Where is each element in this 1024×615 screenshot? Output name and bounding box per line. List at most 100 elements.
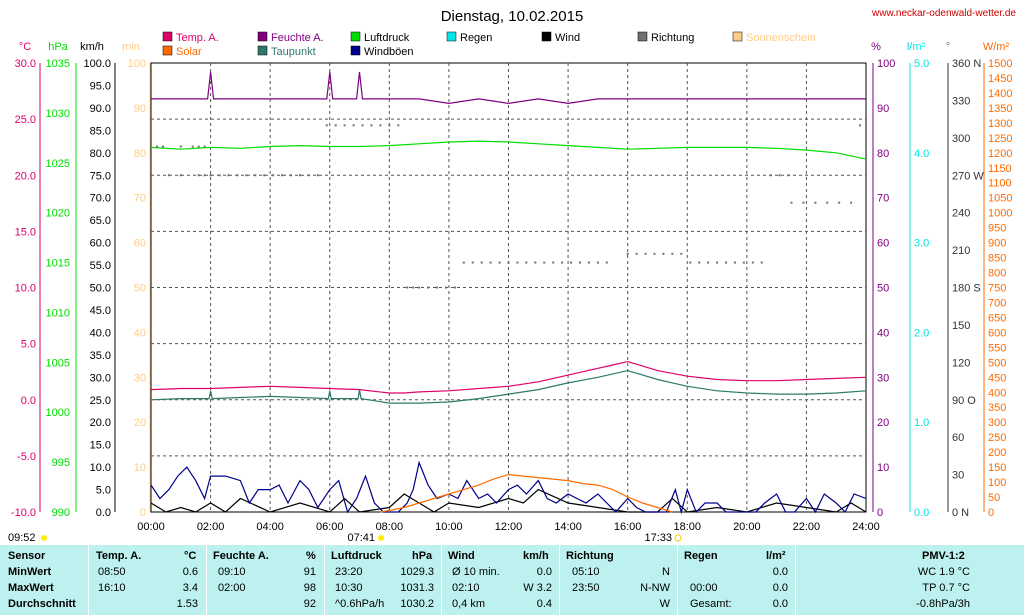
- series-line-luftdruck: [150, 140, 867, 160]
- legend-label-taupunkt: Taupunkt: [271, 46, 316, 58]
- sun-left-time: 09:52: [8, 532, 36, 544]
- y-tick-humidity: 10: [877, 462, 889, 474]
- y-tick-sun: 80: [134, 148, 146, 160]
- y-tick-humidity: 80: [877, 148, 889, 160]
- legend-label-regen: Regen: [460, 32, 492, 44]
- unit-sun: min: [122, 41, 140, 53]
- y-tick-solar: 1500: [988, 58, 1012, 70]
- y-tick-rain: 5.0: [914, 58, 929, 70]
- richtung-point: [534, 261, 537, 264]
- series-line-feuchte: [151, 71, 866, 105]
- y-tick-wind: 90.0: [90, 103, 111, 115]
- site-url[interactable]: www.neckar-odenwald-wetter.de: [871, 8, 1016, 19]
- richtung-point: [498, 261, 501, 264]
- y-tick-wind: 85.0: [90, 125, 111, 137]
- axes: 00:00 02:00 04:00 06:00 08:00 10:00 12:00 14:00…: [11, 58, 1013, 533]
- y-tick-sun: 40: [134, 327, 146, 339]
- stat-wind_time: 0,4 km: [452, 598, 486, 610]
- stat-temp_time: 08:50: [98, 566, 126, 578]
- richtung-point: [471, 261, 474, 264]
- richtung-point: [778, 174, 781, 177]
- sun-events: 09:52 07:41 17:33: [8, 532, 682, 544]
- stat-temp_time: 16:10: [98, 582, 126, 594]
- richtung-point: [406, 286, 409, 289]
- richtung-point: [716, 261, 719, 264]
- series-line-taupunkt: [150, 369, 867, 404]
- y-tick-wind: 25.0: [90, 395, 111, 407]
- header-temp: Temp. A.: [96, 550, 142, 562]
- richtung-point: [427, 286, 430, 289]
- unit-direction: °: [946, 41, 950, 53]
- stat-regen_val: 0.0: [772, 582, 788, 594]
- stat-feuchte_time: 02:00: [218, 582, 246, 594]
- sunset-time: 17:33: [644, 532, 672, 544]
- stat-druck_time: 10:30: [335, 582, 363, 594]
- y-tick-wind: 40.0: [90, 327, 111, 339]
- header-sensor: Sensor: [8, 550, 46, 562]
- x-tick-label: 10:00: [435, 521, 463, 533]
- stat-pmv: TP 0.7 °C: [922, 582, 970, 594]
- stats-table: Sensor Temp. A. °C Feuchte A. % Luftdruc…: [0, 545, 1024, 615]
- y-tick-solar: 1200: [988, 148, 1012, 160]
- y-tick-solar: 300: [988, 417, 1006, 429]
- richtung-point: [379, 124, 382, 127]
- unit-wind: km/h: [80, 41, 104, 53]
- y-tick-temp: -5.0: [17, 451, 36, 463]
- header-regen-unit: l/m²: [766, 550, 786, 562]
- y-tick-humidity: 70: [877, 193, 889, 205]
- richtung-point: [742, 261, 745, 264]
- stat-wind_val: 0.4: [536, 598, 552, 610]
- richtung-point: [236, 174, 239, 177]
- legend-label-richtung: Richtung: [651, 32, 694, 44]
- richtung-point: [769, 174, 772, 177]
- legend-label-wind: Wind: [555, 32, 580, 44]
- stat-feuchte_val: 92: [303, 598, 316, 610]
- x-tick-label: 22:00: [793, 521, 821, 533]
- richtung-point: [859, 124, 862, 127]
- legend-swatch-regen: [446, 31, 457, 42]
- sunrise-time: 07:41: [347, 532, 375, 544]
- richtung-point: [698, 261, 701, 264]
- y-tick-sun: 90: [134, 103, 146, 115]
- richtung-point: [826, 201, 829, 204]
- richtung-point: [814, 201, 817, 204]
- y-tick-solar: 0: [988, 507, 994, 519]
- y-tick-solar: 100: [988, 477, 1006, 489]
- header-luftdruck: Luftdruck: [331, 550, 382, 562]
- y-tick-pressure: 1005: [46, 357, 70, 369]
- header-luftdruck-unit: hPa: [412, 550, 433, 562]
- richtung-point: [626, 252, 629, 255]
- stat-feuchte_val: 98: [303, 582, 316, 594]
- stat-feuchte_val: 91: [303, 566, 316, 578]
- unit-rain: l/m²: [907, 41, 926, 53]
- richtung-point: [724, 261, 727, 264]
- richtung-point: [570, 261, 573, 264]
- y-tick-sun: 50: [134, 283, 146, 295]
- richtung-point: [245, 174, 248, 177]
- richtung-point: [733, 261, 736, 264]
- y-tick-humidity: 30: [877, 372, 889, 384]
- stat-wind_time: Ø 10 min.: [452, 566, 500, 578]
- y-tick-rain: 2.0: [914, 327, 929, 339]
- legend-label-sonnenschein: Sonnenschein: [746, 32, 816, 44]
- stat-druck_time: 23:20: [335, 566, 363, 578]
- y-tick-solar: 650: [988, 312, 1006, 324]
- series-line-windboeen: [150, 460, 867, 515]
- y-tick-humidity: 60: [877, 238, 889, 250]
- richtung-point: [361, 124, 364, 127]
- y-tick-rain: 4.0: [914, 148, 929, 160]
- header-wind: Wind: [448, 550, 475, 562]
- richtung-point: [197, 145, 200, 148]
- y-tick-wind: 55.0: [90, 260, 111, 272]
- y-tick-wind: 5.0: [96, 485, 111, 497]
- stat-richtung_time: 23:50: [572, 582, 600, 594]
- stat-richtung_val: N-NW: [640, 582, 670, 594]
- header-richtung: Richtung: [566, 550, 614, 562]
- richtung-point: [689, 261, 692, 264]
- richtung-point: [480, 261, 483, 264]
- y-tick-solar: 200: [988, 447, 1006, 459]
- richtung-point: [653, 252, 656, 255]
- sun-icon: [41, 535, 47, 541]
- y-tick-sun: 100: [128, 58, 146, 70]
- x-tick-label: 02:00: [197, 521, 225, 533]
